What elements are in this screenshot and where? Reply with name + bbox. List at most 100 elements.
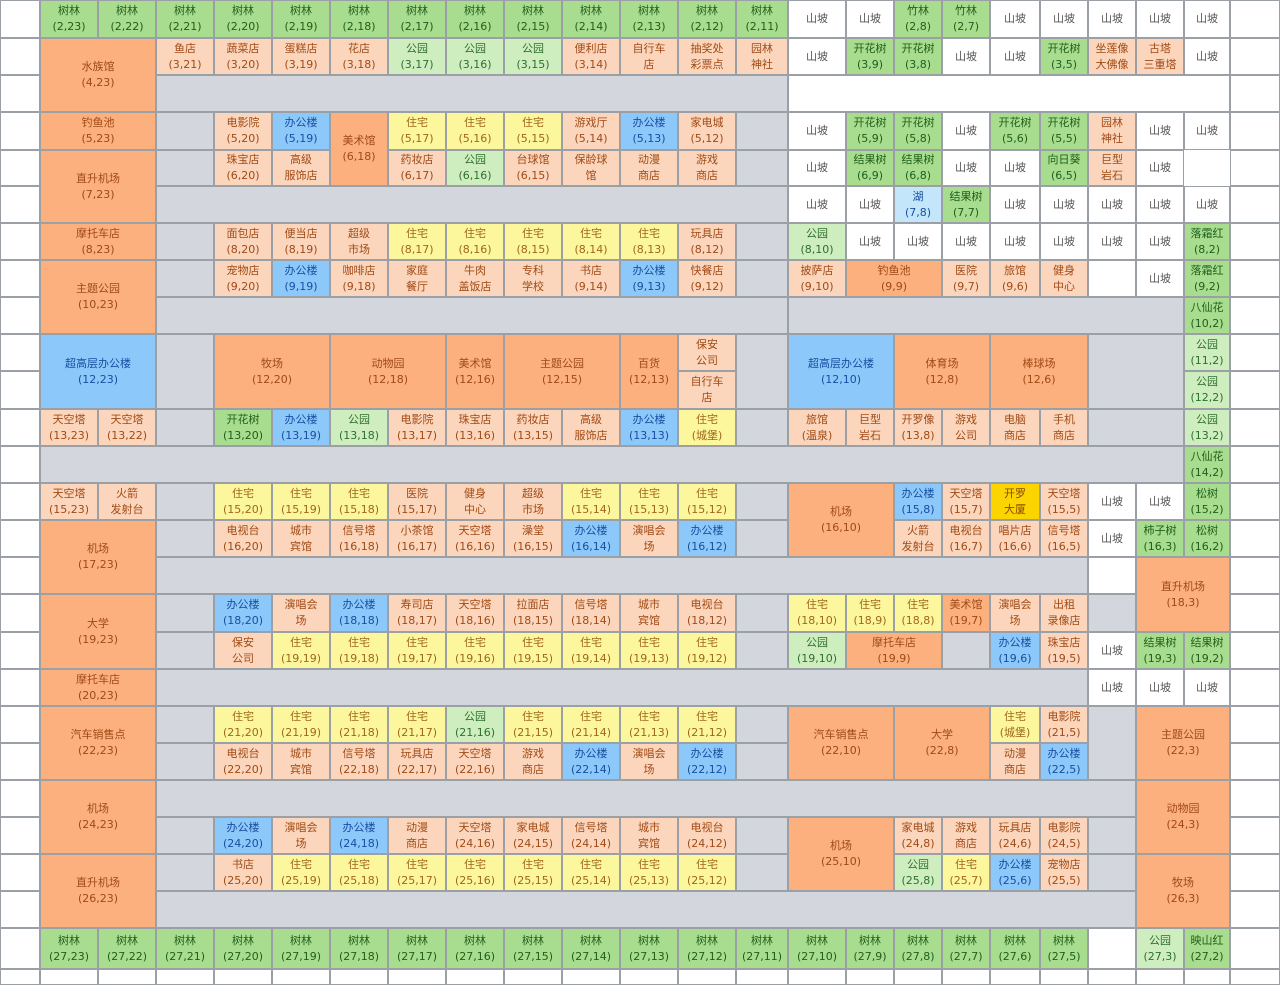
cell-label: 办公楼 (18,20)	[222, 598, 264, 627]
map-cell: 动漫 商店	[620, 150, 678, 186]
map-cell: 住宅 (15,12)	[678, 483, 736, 520]
cell-label: 电影院 (13,17)	[396, 412, 438, 442]
margin-cell	[0, 38, 40, 75]
empty-cell	[446, 969, 504, 985]
map-cell: 住宅 (城堡)	[678, 409, 736, 446]
cell-label: 开花树 (5,8)	[901, 116, 935, 145]
map-cell: 公园 (19,10)	[788, 632, 846, 669]
margin-cell	[1230, 891, 1280, 928]
cell-label: 结果树 (7,7)	[949, 189, 983, 219]
map-cell: 树林 (27,16)	[446, 928, 504, 969]
map-cell: 办公楼 (16,14)	[562, 520, 620, 557]
map-cell: 树林 (27,11)	[736, 928, 788, 969]
cell-label: 办公楼 (22,14)	[570, 746, 612, 776]
map-cell: 山坡	[1184, 669, 1230, 706]
empty-cell	[40, 969, 98, 985]
cell-label: 游戏 公司	[955, 412, 977, 442]
cell-label: 住宅 (15,20)	[222, 486, 264, 516]
map-cell: 医院 (9,7)	[942, 260, 990, 297]
cell-label: 住宅 (19,17)	[396, 635, 438, 665]
cell-label: 小茶馆 (16,17)	[396, 523, 438, 553]
cell-label: 结果树 (19,2)	[1190, 635, 1224, 665]
map-cell: 天空塔 (15,7)	[942, 483, 990, 520]
cell-label: 办公楼 (13,13)	[628, 412, 670, 442]
map-cell: 巨型 岩石	[846, 409, 894, 446]
map-cell: 电视台 (18,12)	[678, 594, 736, 632]
cell-label: 花店 (3,18)	[342, 41, 376, 71]
cell-label: 住宅 (8,14)	[574, 226, 608, 256]
map-cell: 办公楼 (5,19)	[272, 112, 330, 150]
map-cell: 旅馆 (9,6)	[990, 260, 1040, 297]
cell-label: 主题公园 (10,23)	[76, 282, 120, 311]
cell-label: 公园 (19,10)	[796, 635, 838, 665]
margin-cell	[0, 483, 40, 520]
map-cell: 山坡	[1136, 150, 1184, 186]
map-cell: 信号塔 (24,14)	[562, 817, 620, 854]
cell-label: 竹林 (2,7)	[952, 4, 980, 33]
map-cell: 玩具店 (24,6)	[990, 817, 1040, 854]
map-cell: 住宅 (15,19)	[272, 483, 330, 520]
cell-label: 办公楼 (18,18)	[338, 598, 380, 627]
cell-label: 树林 (27,16)	[454, 933, 496, 963]
empty-cell	[788, 969, 846, 985]
map-cell: 健身 中心	[1040, 260, 1088, 297]
map-cell: 台球馆 (6,15)	[504, 150, 562, 186]
road-cell	[736, 260, 788, 297]
map-cell: 动漫 商店	[990, 743, 1040, 780]
map-cell: 山坡	[1040, 223, 1088, 260]
map-cell: 电影院 (13,17)	[388, 409, 446, 446]
cell-label: 住宅 (21,18)	[338, 709, 380, 739]
cell-label: 山坡	[1004, 197, 1026, 211]
cell-label: 山坡	[1053, 12, 1075, 25]
cell-label: 药妆店 (13,15)	[512, 412, 554, 442]
cell-label: 汽车销售点 (22,23)	[70, 728, 126, 757]
map-cell: 映山红 (27,2)	[1184, 928, 1230, 969]
road-cell	[788, 297, 1184, 334]
map-cell: 山坡	[1088, 0, 1136, 38]
margin-cell	[0, 969, 40, 985]
cell-label: 山坡	[955, 49, 977, 63]
map-cell: 山坡	[1136, 186, 1184, 223]
cell-label: 树林 (27,21)	[164, 933, 206, 963]
cell-label: 动漫 商店	[1004, 746, 1026, 776]
cell-label: 办公楼 (24,18)	[338, 820, 380, 850]
map-cell: 开罗像 (13,8)	[894, 409, 942, 446]
cell-label: 办公楼 (22,5)	[1047, 746, 1081, 776]
map-cell: 牧场 (26,3)	[1136, 854, 1230, 928]
cell-label: 山坡	[1101, 12, 1123, 25]
map-cell: 办公楼 (18,18)	[330, 594, 388, 632]
cell-label: 珠宝店 (19,5)	[1047, 635, 1081, 665]
map-cell: 信号塔 (18,14)	[562, 594, 620, 632]
map-cell: 主题公园 (10,23)	[40, 260, 156, 334]
map-cell: 动物园 (24,3)	[1136, 780, 1230, 854]
map-cell: 火箭 发射台	[894, 520, 942, 557]
map-cell: 山坡	[1088, 223, 1136, 260]
map-cell: 玩具店 (22,17)	[388, 743, 446, 780]
cell-label: 山坡	[1196, 197, 1218, 211]
map-cell: 药妆店 (13,15)	[504, 409, 562, 446]
map-cell: 树林 (27,15)	[504, 928, 562, 969]
cell-label: 树林 (27,23)	[48, 933, 90, 963]
cell-label: 演唱会 场	[284, 820, 318, 850]
map-cell: 机场 (24,23)	[40, 780, 156, 854]
map-cell: 住宅 (15,20)	[214, 483, 272, 520]
road-cell	[736, 743, 788, 780]
road-cell	[40, 446, 1184, 483]
road-cell	[1088, 594, 1136, 632]
map-cell: 公园 (27,3)	[1136, 928, 1184, 969]
cell-label: 住宅 (19,16)	[454, 635, 496, 665]
map-cell: 树林 (27,18)	[330, 928, 388, 969]
cell-label: 抽奖处 彩票点	[690, 41, 724, 71]
cell-label: 树林 (27,8)	[901, 933, 935, 963]
map-cell: 蛋糕店 (3,19)	[272, 38, 330, 75]
cell-label: 办公楼 (22,12)	[686, 746, 728, 776]
map-cell: 自行车 店	[678, 371, 736, 409]
cell-label: 办公楼 (25,6)	[998, 857, 1032, 887]
map-cell: 办公楼 (15,8)	[894, 483, 942, 520]
cell-label: 住宅 (21,17)	[396, 709, 438, 739]
cell-label: 书店 (9,14)	[574, 263, 608, 293]
cell-label: 动物园 (24,3)	[1166, 802, 1200, 831]
map-cell: 山坡	[942, 150, 990, 186]
map-cell: 湖 (7,8)	[894, 186, 942, 223]
cell-label: 山坡	[859, 197, 881, 211]
